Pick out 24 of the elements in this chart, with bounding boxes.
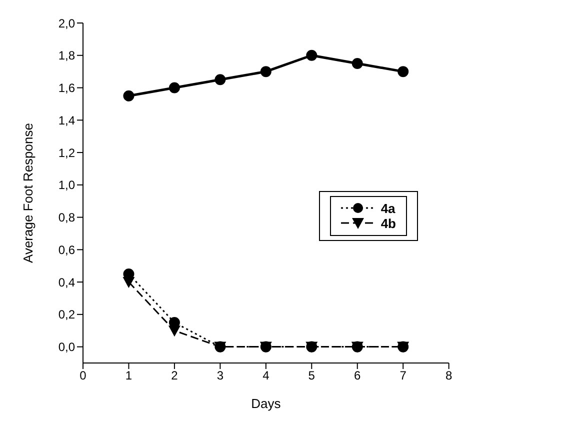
y-tick-label: 1,6 bbox=[58, 81, 76, 96]
x-tick-label: 0 bbox=[80, 368, 87, 383]
x-tick-label: 6 bbox=[354, 368, 362, 383]
y-tick-label: 2,0 bbox=[58, 16, 76, 30]
x-tick-label: 5 bbox=[308, 368, 316, 383]
y-tick-label: 0,8 bbox=[58, 210, 76, 225]
y-axis-title: Average Foot Response bbox=[20, 123, 36, 263]
x-tick-label: 3 bbox=[216, 368, 224, 383]
y-tick-label: 0,0 bbox=[58, 340, 76, 354]
x-tick-label: 4 bbox=[262, 368, 270, 383]
y-tick-label: 1,0 bbox=[58, 178, 76, 192]
x-tick-label: 7 bbox=[400, 368, 407, 383]
x-tick-label: 1 bbox=[125, 368, 132, 383]
x-axis-title: Days bbox=[251, 396, 282, 411]
y-tick-label: 0,2 bbox=[58, 308, 76, 322]
y-tick-label: 1,8 bbox=[58, 48, 76, 63]
y-tick-label: 1,2 bbox=[58, 146, 76, 160]
x-tick-label: 2 bbox=[171, 368, 178, 383]
legend-label: 4a bbox=[380, 200, 396, 216]
legend-label: 4b bbox=[380, 216, 396, 230]
y-tick-label: 1,4 bbox=[58, 113, 76, 128]
x-tick-label: 8 bbox=[445, 368, 452, 383]
y-tick-label: 0,6 bbox=[58, 242, 76, 257]
y-tick-label: 0,4 bbox=[58, 275, 76, 290]
